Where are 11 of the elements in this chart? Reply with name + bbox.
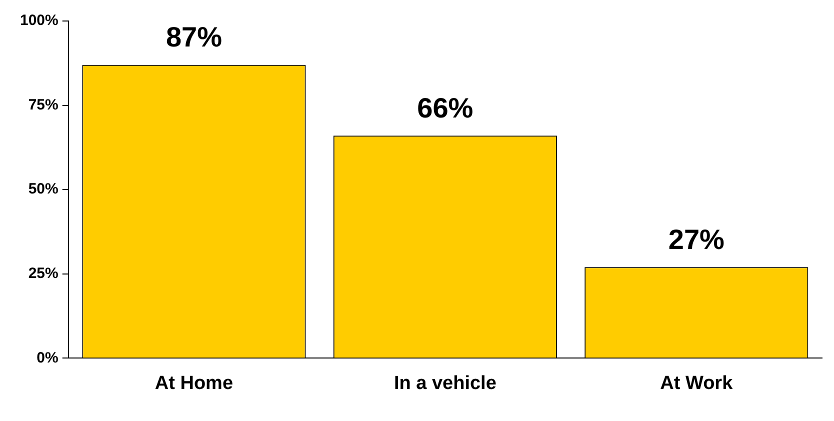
y-tick-label: 25%: [28, 265, 58, 282]
data-label: 66%: [417, 92, 474, 124]
y-tick-label: 100%: [20, 12, 58, 30]
x-tick-label: At Home: [154, 372, 234, 394]
y-tick-label: 50%: [28, 180, 58, 198]
data-label: 87%: [166, 22, 222, 53]
data-label: 27%: [668, 224, 725, 255]
x-tick-label: At Work: [660, 372, 734, 394]
y-tick-label: 75%: [28, 96, 58, 114]
y-tick-label: 0%: [36, 349, 58, 366]
x-tick-label: In a vehicle: [394, 372, 496, 394]
